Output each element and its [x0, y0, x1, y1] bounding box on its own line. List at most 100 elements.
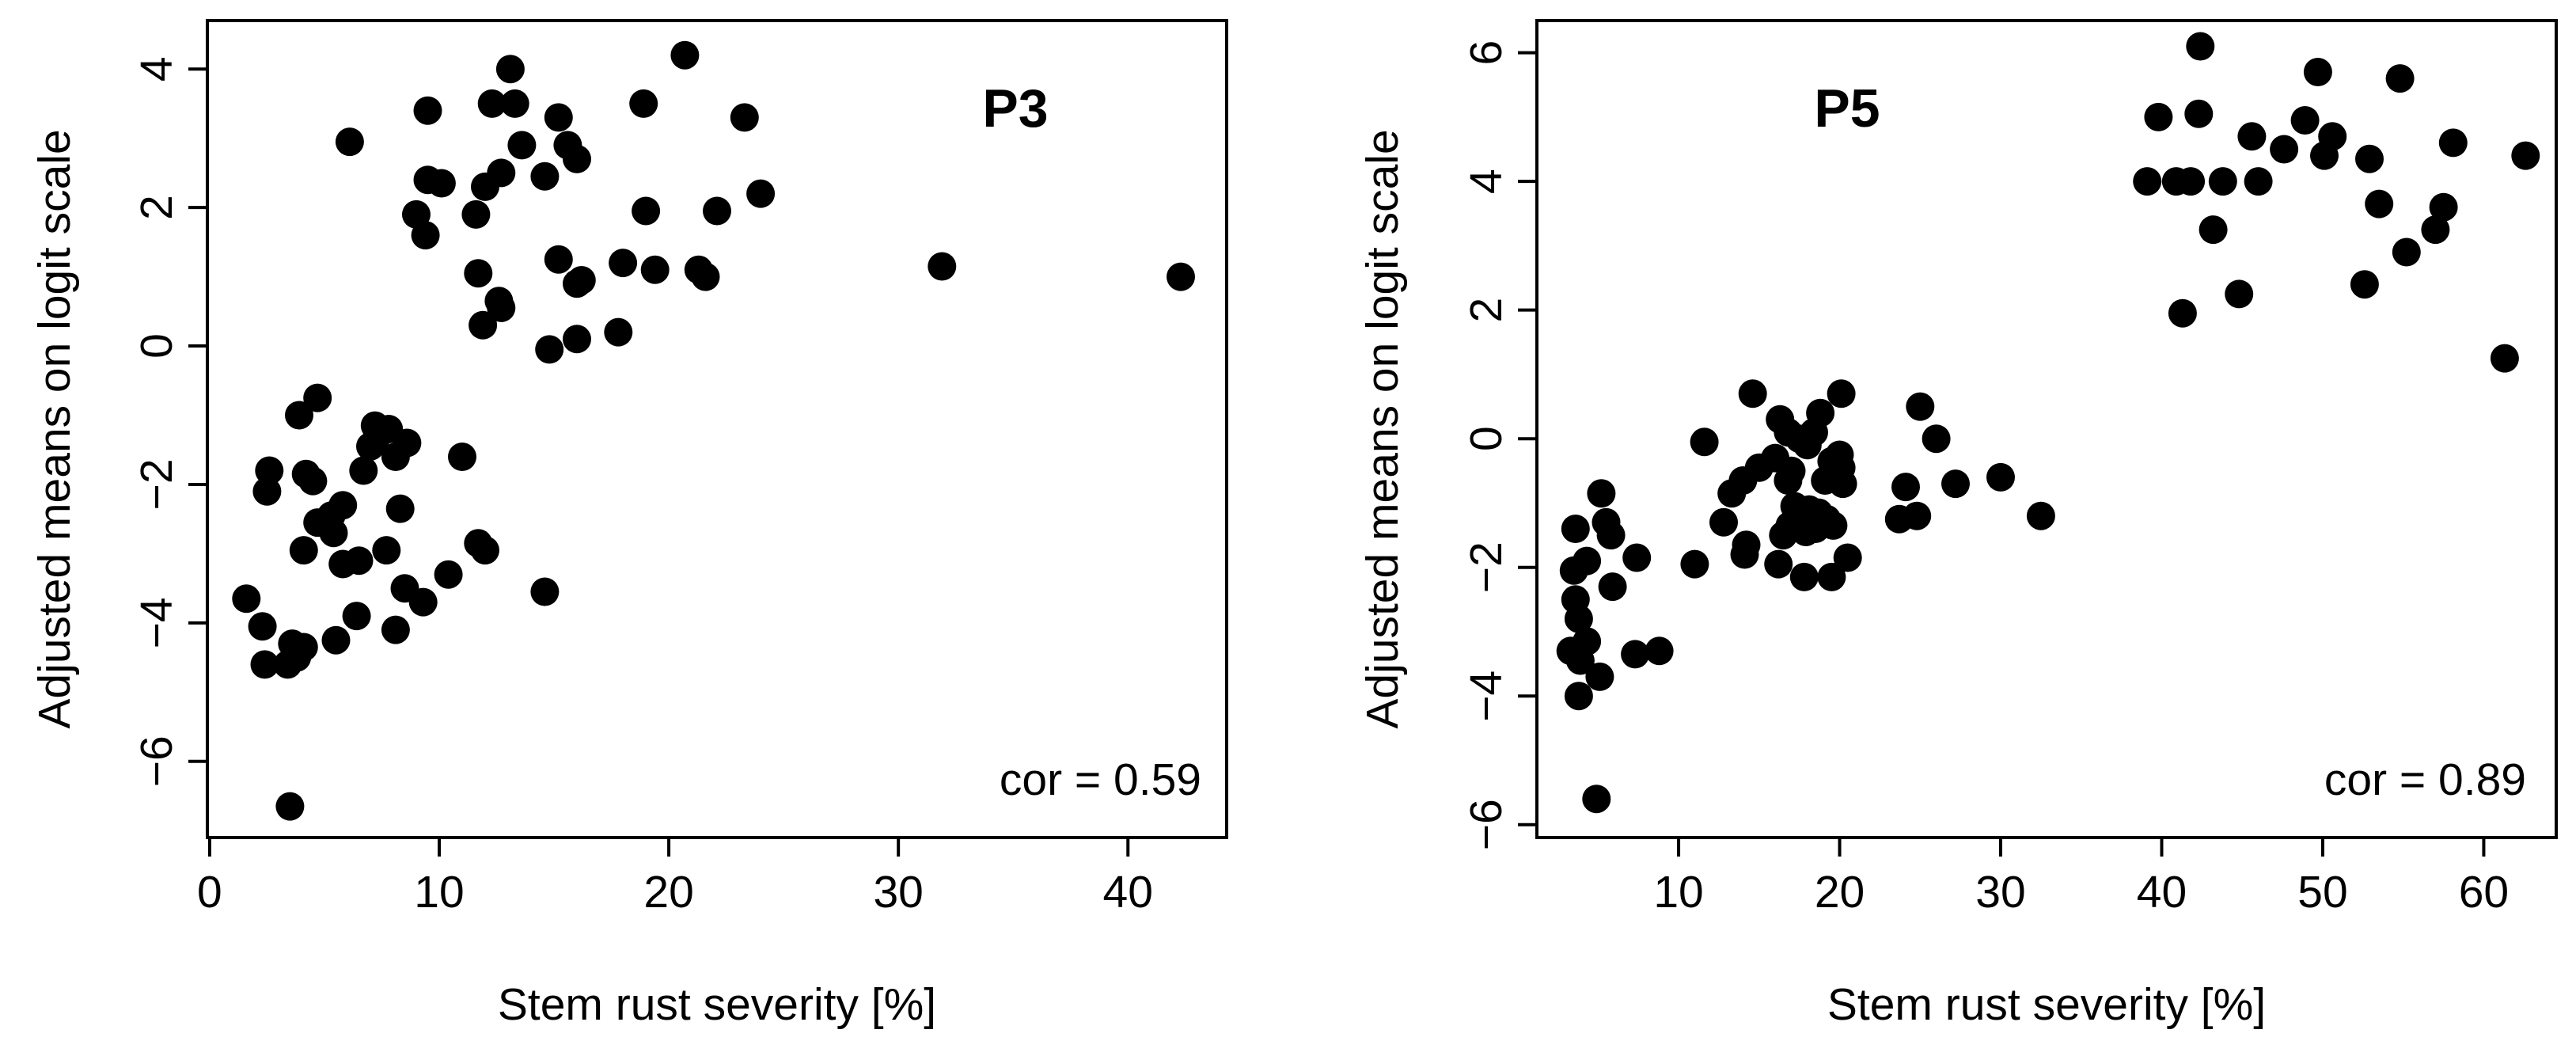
data-point [2438, 128, 2468, 158]
x-tick-label: 20 [643, 867, 693, 918]
data-point [629, 89, 658, 118]
data-point [303, 383, 332, 412]
plot-frame [1535, 19, 2558, 839]
data-point [928, 252, 957, 281]
data-point [563, 144, 591, 173]
data-point [500, 89, 529, 118]
data-point [342, 602, 371, 631]
data-point [1817, 562, 1846, 591]
data-point [448, 443, 476, 471]
data-point [2225, 279, 2254, 309]
data-point [275, 792, 305, 821]
y-tick-label: −4 [131, 597, 182, 648]
data-point [413, 96, 442, 125]
data-point [289, 536, 318, 565]
data-point [2303, 58, 2332, 86]
data-point [248, 612, 277, 641]
y-tick-label: −6 [1461, 799, 1512, 850]
data-point [427, 169, 456, 198]
data-point [1791, 518, 1820, 546]
data-point [461, 199, 491, 229]
scatter-panel-p5: 10 20 30 40 50 60 −6 −4 −2 0 2 4 6 P5 cor = 0.89 St… [1357, 19, 2558, 1030]
data-point [1167, 262, 1195, 291]
data-point [640, 255, 670, 284]
data-point [255, 456, 284, 485]
data-point [1621, 640, 1650, 669]
correlation-annotation: cor = 0.89 [2324, 754, 2526, 805]
data-point [250, 650, 279, 679]
data-point [356, 431, 385, 461]
y-tick-label: −2 [1461, 541, 1512, 593]
data-point [2168, 298, 2197, 328]
data-point [1906, 392, 1935, 421]
x-axis-ticks: 0 10 20 30 40 [197, 836, 1153, 918]
data-point [408, 587, 438, 617]
data-point [285, 401, 313, 430]
data-point [1561, 515, 1590, 543]
data-point [1596, 521, 1626, 550]
x-tick-label: 20 [1815, 867, 1865, 918]
data-point [471, 172, 499, 201]
data-point [1717, 479, 1747, 508]
data-point [1645, 636, 1674, 666]
data-point [2385, 64, 2415, 93]
x-tick-label: 30 [873, 867, 923, 918]
data-point [298, 466, 328, 496]
data-point [1690, 427, 1719, 457]
data-point [2270, 135, 2299, 164]
y-axis-title: Adjusted means on logit scale [29, 129, 80, 728]
data-point [2186, 32, 2215, 61]
data-point [670, 40, 700, 70]
data-point [349, 456, 378, 485]
x-tick-label: 10 [414, 867, 464, 918]
data-point [471, 536, 499, 565]
x-tick-label: 0 [197, 867, 222, 918]
data-point [328, 549, 358, 579]
data-point [1891, 473, 1920, 502]
y-axis-ticks: −6 −4 −2 0 2 4 6 [1461, 40, 1538, 850]
data-point [703, 196, 731, 226]
data-point [2244, 167, 2273, 196]
data-point [321, 625, 351, 655]
data-point [2176, 167, 2206, 196]
data-point [1680, 549, 1709, 579]
y-tick-label: 4 [131, 56, 182, 82]
data-point [1730, 540, 1759, 569]
y-tick-label: 2 [131, 195, 182, 220]
x-axis-title: Stem rust severity [%] [498, 979, 936, 1030]
data-point [2237, 122, 2267, 151]
y-tick-label: 6 [1461, 40, 1512, 66]
y-tick-label: 0 [1461, 426, 1512, 451]
data-point [530, 161, 560, 191]
data-point [2208, 167, 2237, 196]
data-point [746, 179, 776, 208]
data-point [604, 317, 633, 347]
data-point [1559, 556, 1588, 585]
data-point [730, 103, 759, 132]
data-point [2355, 144, 2384, 173]
data-point [1598, 572, 1627, 602]
x-tick-label: 40 [1103, 867, 1153, 918]
data-point [1564, 604, 1593, 633]
y-axis-ticks: −6 −4 −2 0 2 4 [131, 56, 209, 787]
data-point [1738, 379, 1767, 408]
data-point [2365, 189, 2394, 218]
x-tick-label: 50 [2297, 867, 2347, 918]
data-point [1769, 521, 1798, 550]
data-point [2026, 501, 2055, 530]
x-tick-label: 10 [1653, 867, 1703, 918]
data-point [381, 615, 410, 644]
y-tick-label: −4 [1461, 671, 1512, 722]
data-point [1922, 424, 1951, 454]
data-point [477, 89, 506, 118]
data-point [1833, 543, 1862, 572]
data-point [2310, 141, 2339, 170]
x-tick-label: 60 [2459, 867, 2509, 918]
data-point [319, 519, 348, 548]
data-point [2429, 192, 2458, 222]
data-point [563, 325, 591, 354]
data-point [1709, 507, 1738, 537]
data-point [487, 293, 516, 322]
data-point [434, 560, 463, 589]
data-point [2511, 141, 2540, 170]
